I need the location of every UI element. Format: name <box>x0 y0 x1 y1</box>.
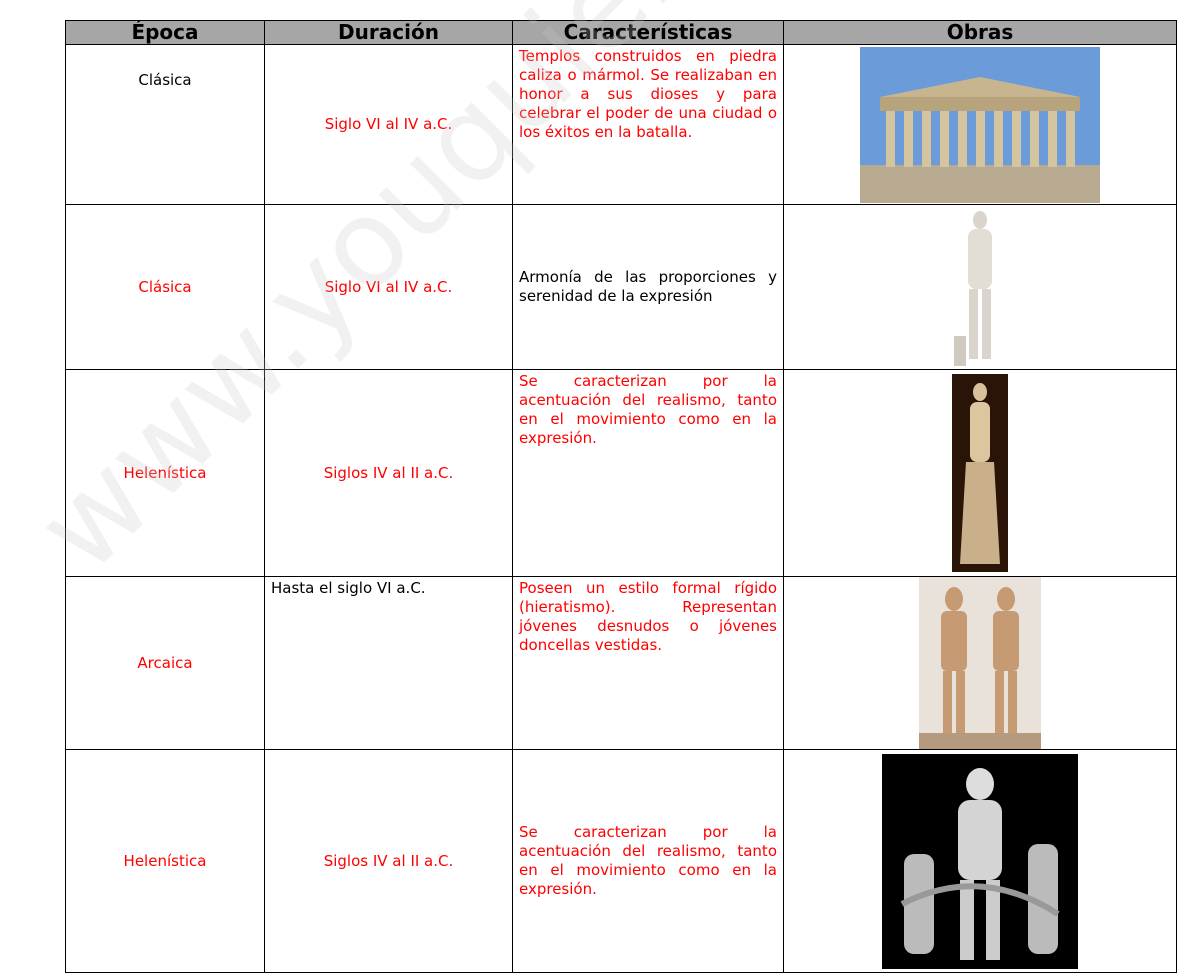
cell: Siglos IV al II a.C. <box>264 749 513 973</box>
statue-image <box>952 374 1008 572</box>
cell: Helenística <box>65 369 265 577</box>
art-table: Época Duración Características Obras Clá… <box>65 20 1177 973</box>
row: Helenística Siglos IV al II a.C. Se cara… <box>65 369 1177 577</box>
cell: Siglos IV al II a.C. <box>264 369 513 577</box>
header-cell: Características <box>512 20 784 45</box>
row: Helenística Siglos IV al II a.C. Se cara… <box>65 749 1177 973</box>
image-cell <box>783 576 1177 750</box>
image-cell <box>783 369 1177 577</box>
cell: Clásica <box>65 204 265 370</box>
cell: Poseen un estilo formal rígido (hieratis… <box>512 576 784 750</box>
cell: Se caracterizan por la acentuación del r… <box>512 369 784 577</box>
image-cell <box>783 749 1177 973</box>
sculpture-image <box>882 753 1078 969</box>
row: Arcaica Hasta el siglo VI a.C. Poseen un… <box>65 576 1177 750</box>
cell: Siglo VI al IV a.C. <box>264 204 513 370</box>
cell: Clásica <box>65 44 265 205</box>
row: Clásica Siglo VI al IV a.C. Templos cons… <box>65 44 1177 205</box>
cell: Arcaica <box>65 576 265 750</box>
statue-image <box>954 211 992 366</box>
temple-image <box>860 46 1100 203</box>
cell: Hasta el siglo VI a.C. <box>264 576 513 750</box>
statues-image <box>919 577 1041 749</box>
cell: Armonía de las proporciones y serenidad … <box>512 204 784 370</box>
cell: Templos construidos en piedra caliza o m… <box>512 44 784 205</box>
header-row: Época Duración Características Obras <box>65 20 1177 45</box>
header-cell: Época <box>65 20 265 45</box>
header-cell: Obras <box>783 20 1177 45</box>
image-cell <box>783 204 1177 370</box>
cell: Helenística <box>65 749 265 973</box>
header-cell: Duración <box>264 20 513 45</box>
row: Clásica Siglo VI al IV a.C. Armonía de l… <box>65 204 1177 370</box>
cell: Se caracterizan por la acentuación del r… <box>512 749 784 973</box>
cell: Siglo VI al IV a.C. <box>264 44 513 205</box>
image-cell <box>783 44 1177 205</box>
